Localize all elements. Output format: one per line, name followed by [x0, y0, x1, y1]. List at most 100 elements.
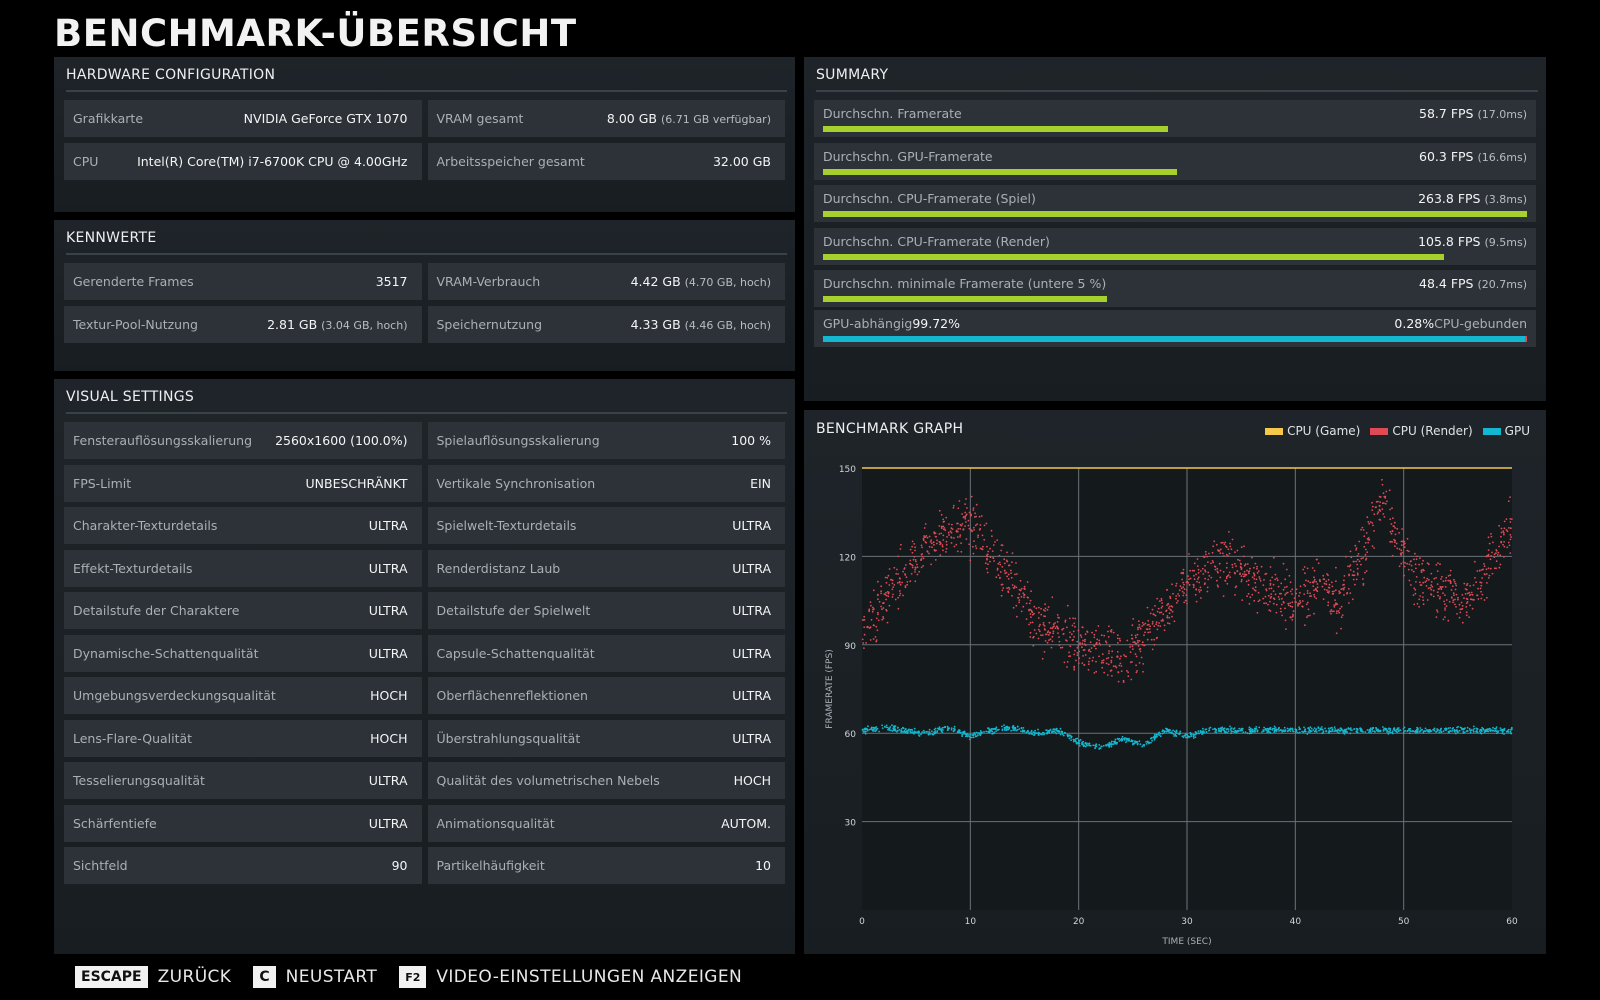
cpu-render-point: [1400, 540, 1403, 543]
cpu-render-point: [1422, 581, 1424, 584]
gpu-point: [1364, 731, 1367, 733]
gpu-point: [1108, 741, 1111, 744]
legend-swatch: [1265, 427, 1284, 435]
cpu-render-point: [1325, 583, 1328, 586]
cpu-render-point: [914, 567, 917, 569]
cpu-render-point: [1437, 562, 1439, 564]
cpu-render-point: [1146, 606, 1149, 609]
cpu-render-point: [1225, 566, 1228, 569]
x-tick-label: 60: [1506, 917, 1518, 927]
cpu-render-point: [1270, 587, 1273, 590]
cpu-render-point: [1234, 551, 1236, 554]
cpu-render-point: [1018, 593, 1021, 596]
cpu-render-point: [1052, 632, 1055, 635]
cpu-render-point: [1237, 558, 1239, 561]
cpu-render-point: [1120, 670, 1123, 672]
cpu-render-point: [1224, 579, 1227, 582]
cpu-render-point: [1163, 624, 1166, 627]
f2-key-badge[interactable]: F2: [399, 966, 427, 988]
gpu-point: [1411, 730, 1414, 733]
legend-cpu-render: CPU (Render): [1370, 424, 1473, 438]
gpu-point: [881, 724, 883, 727]
cpu-render-point: [1317, 562, 1320, 565]
cpu-render-point: [1404, 542, 1406, 545]
cpu-render-point: [965, 538, 968, 540]
cpu-render-point: [873, 608, 875, 610]
cpu-render-point: [1432, 595, 1435, 598]
cpu-render-point: [1450, 589, 1453, 591]
escape-key-badge[interactable]: ESCAPE: [75, 966, 148, 988]
setting-label: Spielauflösungsskalierung: [436, 433, 600, 448]
cpu-render-point: [1222, 571, 1225, 573]
cpu-render-point: [1384, 495, 1387, 498]
x-tick-label: 50: [1398, 917, 1410, 927]
summary-sub: (20.7ms): [1477, 278, 1527, 291]
gpu-point: [1094, 747, 1096, 749]
cpu-render-point: [1468, 616, 1470, 618]
cpu-render-point: [1240, 580, 1243, 583]
cpu-render-point: [1134, 634, 1137, 637]
cpu-render-point: [909, 580, 912, 583]
gpu-point: [1078, 745, 1081, 747]
cpu-render-point: [1083, 664, 1086, 666]
cpu-render-point: [1135, 664, 1137, 667]
cpu-render-point: [972, 509, 975, 511]
gpu-point: [1058, 732, 1060, 734]
cpu-render-point: [1196, 558, 1199, 560]
gpu-point: [1190, 733, 1192, 736]
cpu-render-point: [1263, 602, 1265, 605]
cpu-render-point: [1172, 592, 1174, 595]
gpu-point: [1083, 744, 1085, 747]
c-key-badge[interactable]: C: [253, 966, 276, 988]
gpu-point: [1190, 735, 1193, 737]
legend-label: GPU: [1504, 424, 1530, 438]
cpu-render-point: [882, 616, 884, 618]
gpu-point: [1167, 730, 1170, 733]
gpu-point: [1078, 740, 1081, 742]
gpu-point: [1230, 732, 1233, 735]
gpu-point: [1288, 729, 1291, 731]
hw-ram-label: Arbeitsspeicher gesamt: [436, 153, 585, 169]
cpu-render-point: [1201, 567, 1204, 570]
cpu-render-point: [1072, 617, 1074, 620]
cpu-render-point: [1331, 590, 1334, 593]
gpu-point: [909, 731, 912, 734]
cpu-render-point: [1505, 518, 1508, 520]
setting-label: Schärfentiefe: [73, 815, 157, 831]
cpu-render-point: [1118, 664, 1121, 667]
cpu-render-point: [1367, 521, 1370, 523]
cpu-render-point: [1208, 575, 1211, 577]
cpu-render-point: [1406, 537, 1409, 540]
setting-row: Partikelhäufigkeit 10: [427, 847, 785, 884]
cpu-render-point: [1244, 563, 1247, 566]
cpu-render-point: [1418, 563, 1420, 566]
gpu-point: [1197, 730, 1200, 732]
cpu-render-point: [1477, 587, 1479, 590]
cpu-render-point: [1268, 587, 1271, 590]
back-button[interactable]: ZURÜCK: [157, 967, 232, 987]
show-video-settings-button[interactable]: VIDEO-EINSTELLUNGEN ANZEIGEN: [436, 967, 743, 987]
cpu-render-point: [1031, 611, 1034, 613]
cpu-render-point: [945, 547, 948, 550]
cpu-render-point: [1284, 607, 1286, 610]
cpu-render-point: [1277, 596, 1280, 598]
cpu-render-point: [1500, 527, 1503, 530]
cpu-render-point: [1134, 653, 1137, 655]
gpu-point: [1181, 735, 1184, 738]
gpu-point: [1030, 732, 1032, 735]
cpu-render-point: [1424, 581, 1427, 583]
cpu-render-point: [989, 556, 992, 559]
restart-button[interactable]: NEUSTART: [285, 967, 378, 987]
gpu-point: [1449, 727, 1452, 729]
gpu-point: [1338, 732, 1340, 734]
cpu-render-point: [1248, 572, 1250, 575]
cpu-render-point: [1104, 640, 1107, 643]
cpu-render-point: [1229, 576, 1231, 578]
gpu-point: [1151, 739, 1153, 742]
setting-value: HOCH: [370, 688, 408, 703]
gpu-point: [1487, 730, 1490, 733]
cpu-render-point: [1057, 627, 1059, 630]
cpu-render-point: [1303, 583, 1305, 586]
bound-row: GPU-abhängig99.72% 0.28%CPU-gebunden: [814, 310, 1536, 347]
summary-bar: [823, 211, 1527, 217]
